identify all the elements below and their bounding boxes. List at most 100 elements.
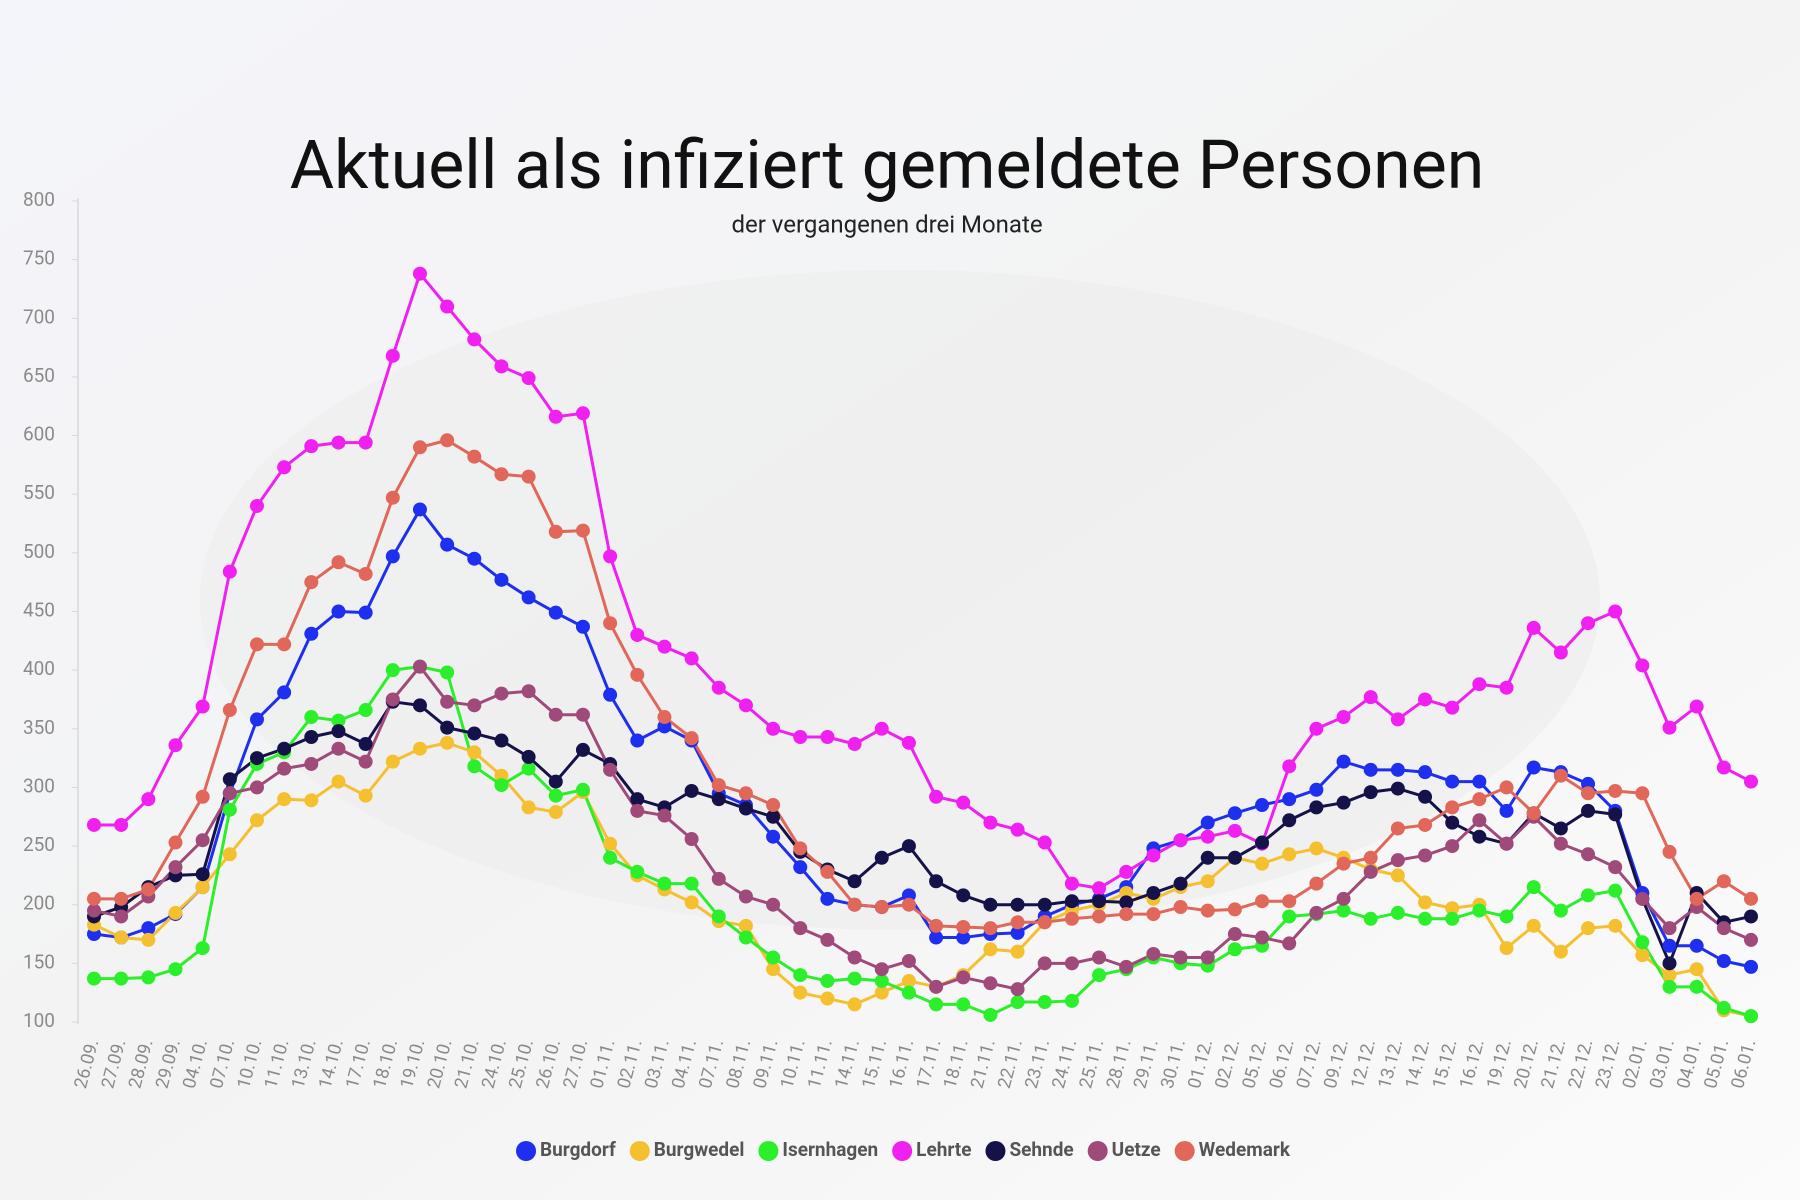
data-point [1608, 860, 1623, 875]
data-point [141, 921, 156, 936]
legend-label: Uetze [1112, 1138, 1161, 1161]
data-point [956, 930, 971, 945]
data-point [249, 751, 264, 766]
data-point [412, 741, 427, 756]
y-tick-label: 200 [23, 892, 55, 915]
data-point [711, 792, 726, 807]
data-point [548, 524, 563, 539]
legend-label: Isernhagen [782, 1138, 878, 1161]
data-point [331, 555, 346, 570]
data-point [1200, 874, 1215, 889]
data-point [793, 985, 808, 1000]
data-point [738, 698, 753, 713]
data-point [603, 616, 618, 631]
data-point [548, 805, 563, 820]
data-point [1255, 798, 1270, 813]
data-point [249, 712, 264, 727]
data-point [901, 897, 916, 912]
data-point [1037, 956, 1052, 971]
data-point [1581, 616, 1596, 631]
background-shape [200, 270, 1600, 930]
data-point [141, 970, 156, 985]
data-point [440, 694, 455, 709]
data-point [901, 985, 916, 1000]
data-point [630, 803, 645, 818]
data-point [358, 605, 373, 620]
data-point [684, 876, 699, 891]
legend-marker [1087, 1141, 1108, 1161]
data-point [956, 919, 971, 934]
data-point [1119, 907, 1134, 922]
data-point [358, 754, 373, 769]
data-point [1282, 909, 1297, 924]
data-point [114, 930, 129, 945]
data-point [983, 897, 998, 912]
data-point [766, 897, 781, 912]
data-point [603, 762, 618, 777]
data-point [983, 815, 998, 830]
data-point [1119, 959, 1134, 974]
legend-label: Sehnde [1009, 1138, 1073, 1161]
data-point [657, 639, 672, 654]
data-point [1744, 959, 1758, 974]
data-point [847, 971, 862, 986]
data-point [1635, 935, 1650, 950]
data-point [1662, 938, 1677, 953]
data-point [793, 968, 808, 983]
data-point [630, 864, 645, 879]
y-tick-label: 800 [23, 188, 55, 211]
data-point [195, 867, 210, 882]
data-point [1064, 894, 1079, 909]
data-point [467, 698, 482, 713]
data-point [1336, 891, 1351, 906]
data-point [1146, 907, 1161, 922]
data-point [1689, 938, 1704, 953]
data-point [412, 266, 427, 281]
data-point [1472, 677, 1487, 692]
data-point [1744, 932, 1758, 947]
data-point [1282, 936, 1297, 951]
data-point [1336, 903, 1351, 918]
legend-marker [985, 1141, 1006, 1161]
data-point [874, 962, 889, 977]
data-point [358, 737, 373, 752]
data-point [222, 802, 237, 817]
data-point [983, 921, 998, 936]
data-point [1119, 895, 1134, 910]
data-point [440, 537, 455, 552]
data-point [168, 835, 183, 850]
legend: Burgdorf Burgwedel Isernhagen Lehrte Sehnde U… [516, 1138, 1291, 1161]
data-point [331, 741, 346, 756]
data-point [1390, 853, 1405, 868]
data-point [874, 850, 889, 865]
data-point [603, 549, 618, 564]
data-point [87, 971, 101, 986]
data-point [1227, 902, 1242, 917]
data-point [222, 772, 237, 787]
data-point [521, 469, 536, 484]
data-point [114, 971, 129, 986]
data-point [1282, 792, 1297, 807]
data-point [87, 817, 101, 832]
data-point [304, 793, 319, 808]
data-point [1472, 903, 1487, 918]
data-point [1390, 868, 1405, 883]
data-point [711, 871, 726, 886]
data-point [494, 733, 509, 748]
legend-label: Lehrte [916, 1138, 971, 1161]
data-point [603, 836, 618, 851]
data-point [1689, 979, 1704, 994]
data-point [249, 637, 264, 652]
data-point [467, 449, 482, 464]
data-point [603, 687, 618, 702]
data-point [738, 786, 753, 801]
legend-label: Burgdorf [540, 1138, 616, 1161]
data-point [1608, 807, 1623, 822]
data-point [575, 742, 590, 757]
data-point [711, 778, 726, 793]
data-point [467, 745, 482, 760]
y-tick-label: 550 [23, 481, 55, 504]
data-point [847, 737, 862, 752]
y-tick-label: 750 [23, 247, 55, 270]
